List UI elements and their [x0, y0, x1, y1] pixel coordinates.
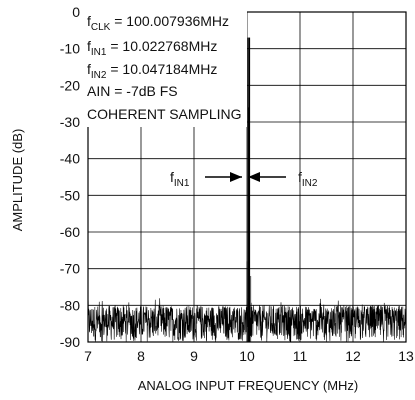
y-tick-label: -60 [60, 224, 80, 240]
x-tick-label: 7 [84, 348, 92, 364]
y-tick-label: -70 [60, 261, 80, 277]
fin1-annotation: fIN1 = 10.022768MHz [87, 38, 217, 58]
fclk-annotation: fCLK = 100.007936MHz [87, 13, 229, 33]
spectrum-trace [87, 37, 407, 342]
fin1-arrow-label: fIN1 [170, 169, 190, 189]
x-tick-label: 9 [190, 348, 198, 364]
x-tick-label: 13 [398, 348, 414, 364]
x-axis-title: ANALOG INPUT FREQUENCY (MHz) [138, 378, 359, 393]
y-tick-label: -80 [60, 297, 80, 313]
x-tick-labels: 7 8 9 10 11 12 13 [84, 348, 414, 364]
fin1-arrow [205, 172, 242, 182]
legend-box [81, 6, 247, 127]
y-tick-labels: 0 -10 -20 -30 -40 -50 -60 -70 -80 -90 [60, 4, 80, 350]
x-tick-label: 12 [345, 348, 361, 364]
y-tick-label: 0 [72, 4, 80, 20]
y-tick-label: -10 [60, 41, 80, 57]
x-tick-label: 11 [293, 348, 308, 364]
fin2-arrow [248, 172, 286, 182]
y-tick-label: -20 [60, 77, 80, 93]
y-tick-label: -30 [60, 114, 80, 130]
ain-annotation: AIN = -7dB FS [87, 83, 178, 99]
y-tick-label: -50 [60, 187, 80, 203]
x-tick-label: 10 [239, 348, 255, 364]
coherent-annotation: COHERENT SAMPLING [87, 106, 242, 122]
fin2-arrow-label: fIN2 [298, 169, 318, 189]
x-tick-label: 8 [137, 348, 145, 364]
fin2-annotation: fIN2 = 10.047184MHz [87, 61, 217, 81]
y-axis-title: AMPLITUDE (dB) [10, 129, 25, 232]
y-tick-label: -90 [60, 334, 80, 350]
y-tick-label: -40 [60, 151, 80, 167]
